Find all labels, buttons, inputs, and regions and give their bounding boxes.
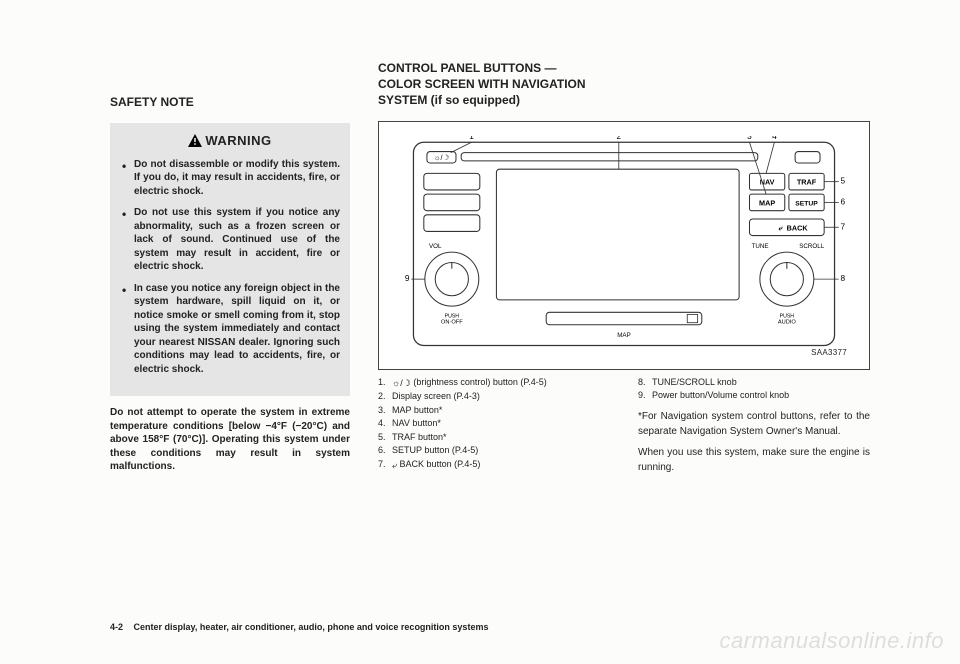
heading-right-line1: CONTROL PANEL BUTTONS — [378, 61, 556, 75]
svg-text:⤶: ⤶ [778, 223, 783, 232]
svg-text:☼/☽: ☼/☽ [434, 152, 449, 161]
svg-text:ON·OFF: ON·OFF [441, 319, 463, 325]
svg-text:4: 4 [772, 136, 777, 141]
legend-item: 2.Display screen (P.4-3) [378, 390, 610, 404]
svg-text:PUSH: PUSH [780, 313, 795, 319]
svg-text:TUNE: TUNE [752, 243, 769, 250]
svg-text:8: 8 [841, 273, 846, 283]
watermark: carmanualsonline.info [719, 628, 944, 654]
chapter-title: Center display, heater, air conditioner,… [134, 622, 489, 632]
page-number: 4-2 [110, 622, 123, 632]
svg-text:3: 3 [747, 136, 752, 141]
heading-right-line2: COLOR SCREEN WITH NAVIGATION [378, 77, 586, 91]
svg-text:TRAF: TRAF [797, 177, 817, 186]
page-footer: 4-2 Center display, heater, air conditio… [110, 622, 488, 632]
svg-text:SETUP: SETUP [795, 200, 818, 207]
legend-item: 1.☼/☽ (brightness control) button (P.4-5… [378, 376, 610, 391]
svg-text:VOL: VOL [429, 243, 442, 250]
warning-title: WARNING [120, 133, 340, 148]
svg-text:AUDIO: AUDIO [778, 319, 797, 325]
svg-text:PUSH: PUSH [445, 313, 460, 319]
warning-icon [188, 134, 202, 147]
legend-item: 5.TRAF button* [378, 431, 610, 445]
nav-footnote: *For Navigation system control buttons, … [638, 409, 870, 439]
svg-text:6: 6 [841, 196, 846, 206]
svg-text:SCROLL: SCROLL [799, 243, 824, 250]
warning-item: Do not use this system if you notice any… [120, 206, 340, 274]
legend-column-right: 8.TUNE/SCROLL knob 9.Power button/Volume… [638, 376, 870, 475]
legend-item: 3.MAP button* [378, 404, 610, 418]
warning-item: In case you notice any foreign object in… [120, 282, 340, 377]
warning-box: WARNING Do not disassemble or modify thi… [110, 123, 350, 397]
svg-text:9: 9 [405, 273, 410, 283]
legend-item: 8.TUNE/SCROLL knob [638, 376, 870, 390]
control-panel-svg: ☼/☽ NAV TRAF MAP [401, 136, 847, 354]
legend-item: 4.NAV button* [378, 417, 610, 431]
legend-item: 9.Power button/Volume control knob [638, 389, 870, 403]
svg-text:1: 1 [469, 136, 474, 141]
svg-text:MAP: MAP [617, 332, 630, 339]
legend-item: 6.SETUP button (P.4-5) [378, 444, 610, 458]
warning-item: Do not disassemble or modify this system… [120, 158, 340, 199]
temperature-note: Do not attempt to operate the system in … [110, 406, 350, 474]
legend-item: 7.⤶ BACK button (P.4-5) [378, 458, 610, 473]
svg-text:5: 5 [841, 175, 846, 185]
legend-column-left: 1.☼/☽ (brightness control) button (P.4-5… [378, 376, 610, 475]
control-panel-figure: ☼/☽ NAV TRAF MAP [378, 121, 870, 370]
svg-text:MAP: MAP [759, 198, 775, 207]
heading-control-panel: CONTROL PANEL BUTTONS — COLOR SCREEN WIT… [378, 60, 870, 109]
warning-list: Do not disassemble or modify this system… [120, 158, 340, 377]
heading-safety-note: SAFETY NOTE [110, 95, 350, 109]
heading-right-line3: SYSTEM (if so equipped) [378, 93, 520, 107]
svg-text:7: 7 [841, 221, 846, 231]
engine-note: When you use this system, make sure the … [638, 445, 870, 475]
warning-title-text: WARNING [205, 133, 271, 148]
svg-text:BACK: BACK [787, 223, 809, 232]
svg-text:2: 2 [617, 136, 622, 141]
